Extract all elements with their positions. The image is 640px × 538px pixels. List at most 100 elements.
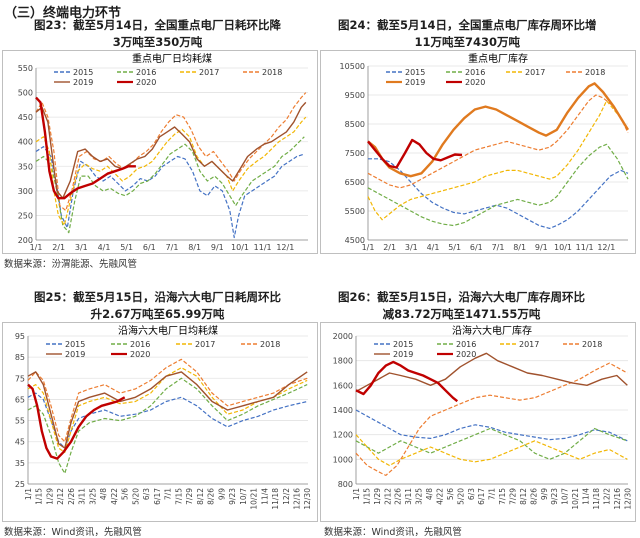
x-tick-label: 9/23 [550,488,559,505]
x-tick-label: 5/6 [121,488,130,500]
legend-label-2018: 2018 [582,340,602,349]
x-tick-label: 11/1 [576,243,594,252]
legend-label-2016: 2016 [456,340,476,349]
x-tick-label: 3/1 [405,243,418,252]
x-tick-label: 9/9 [217,488,226,500]
x-tick-label: 8/12 [519,488,528,505]
y-tick-label: 4500 [345,236,365,245]
x-tick-label: 12/2 [282,488,291,505]
x-tick-label: 12/1 [597,243,615,252]
figure-25-caption: 图25：截至5月15日，沿海六大电厂日耗周环比 升2.67万吨至65.99万吨 [34,289,281,323]
y-tick-label: 200 [18,236,33,245]
legend-label-2017: 2017 [519,340,539,349]
legend-label-2017: 2017 [195,340,215,349]
x-tick-label: 1/15 [362,488,371,505]
y-tick-label: 1400 [333,406,353,415]
x-tick-label: 1/15 [35,488,44,505]
y-tick-label: 550 [18,64,33,73]
x-tick-label: 2/26 [394,488,403,505]
x-tick-label: 1/29 [373,488,382,505]
chart-title: 重点电厂库存 [468,52,528,65]
x-tick-label: 3/11 [78,488,87,505]
figure-23-caption: 图23：截至5月14日，全国重点电厂日耗环比降 3万吨至350万吨 [34,17,281,51]
y-tick-label: 95 [15,332,25,341]
x-tick-label: 7/15 [498,488,507,505]
series-line-2017 [367,100,629,221]
y-tick-label: 8500 [345,120,365,129]
figure-24-caption: 图24：截至5月14日，全国重点电厂库存周环比增 11万吨至7430万吨 [338,17,597,51]
series-line-2020 [355,360,459,403]
x-tick-label: 11/1 [254,243,272,252]
x-tick-label: 11/18 [592,488,601,510]
legend-label-2015: 2015 [393,340,413,349]
y-tick-label: 500 [18,89,33,98]
x-tick-label: 6/17 [477,488,486,505]
x-tick-label: 4/1 [98,243,111,252]
caption-line-2: 3万吨至350万吨 [112,35,203,49]
x-tick-label: 10/7 [239,488,248,505]
y-tick-label: 10500 [340,62,365,71]
series-line-2018 [27,358,308,443]
series-line-2018 [35,92,307,212]
x-tick-label: 2/26 [67,488,76,505]
x-tick-label: 7/1 [492,243,505,252]
legend-label-2019: 2019 [65,350,85,359]
y-tick-label: 400 [18,138,33,147]
x-tick-label: 2/12 [383,488,392,505]
y-tick-label: 45 [15,438,25,447]
y-tick-label: 1000 [333,455,353,464]
section-title: （三）终端电力环节 [4,6,122,21]
x-tick-label: 5/6 [446,488,455,500]
x-tick-label: 7/29 [185,488,194,505]
x-tick-label: 10/1 [231,243,249,252]
figure-23-source: 数据来源：汾渭能源、先融风管 [4,259,138,270]
y-tick-label: 350 [18,162,33,171]
x-tick-label: 9/1 [211,243,224,252]
x-tick-label: 2/1 [383,243,396,252]
x-tick-label: 7/1 [164,488,173,500]
x-tick-label: 12/30 [623,488,632,510]
figure-26-caption: 图26：截至5月15日，沿海六大电厂库存周环比 减83.72万吨至1471.55… [338,289,585,323]
x-tick-label: 5/1 [448,243,461,252]
x-tick-label: 9/23 [228,488,237,505]
series-line-2018 [355,362,628,476]
legend-label-2016: 2016 [130,340,150,349]
x-tick-label: 9/1 [535,243,548,252]
series-line-2019 [35,101,307,199]
series-line-2015 [368,158,629,229]
x-tick-label: 10/7 [561,488,570,505]
legend-label-2020: 2020 [130,350,150,359]
x-tick-label: 8/1 [188,243,201,252]
chart-frame [2,50,318,254]
x-tick-label: 4/8 [425,488,434,500]
x-tick-label: 11/4 [582,488,591,505]
x-tick-label: 11/18 [271,488,280,510]
x-tick-label: 6/1 [143,243,156,252]
x-tick-label: 1/1 [362,243,375,252]
y-tick-label: 9500 [345,91,365,100]
chart-frame [320,50,636,254]
series-line-2020 [367,138,463,169]
x-tick-label: 1/1 [30,243,43,252]
legend-label-2015: 2015 [73,68,93,77]
x-tick-label: 8/12 [196,488,205,505]
series-line-2020 [27,383,126,460]
x-tick-label: 7/1 [488,488,497,500]
series-line-2019 [367,82,630,178]
legend-label-2018: 2018 [260,340,280,349]
figure-25-source: 数据来源：Wind资讯，先融风管 [4,527,142,538]
y-tick-label: 5500 [345,207,365,216]
series-line-2019 [27,371,308,449]
series-line-2019 [355,352,628,393]
y-tick-label: 1600 [333,381,353,390]
y-tick-label: 25 [15,480,25,489]
legend-label-2020: 2020 [465,78,485,87]
series-line-2015 [355,409,628,442]
x-tick-label: 5/20 [456,488,465,505]
series-line-2016 [27,377,308,474]
x-tick-label: 12/30 [303,488,312,510]
y-tick-label: 2000 [333,332,353,341]
y-tick-label: 35 [15,459,25,468]
x-tick-label: 10/21 [571,488,580,510]
